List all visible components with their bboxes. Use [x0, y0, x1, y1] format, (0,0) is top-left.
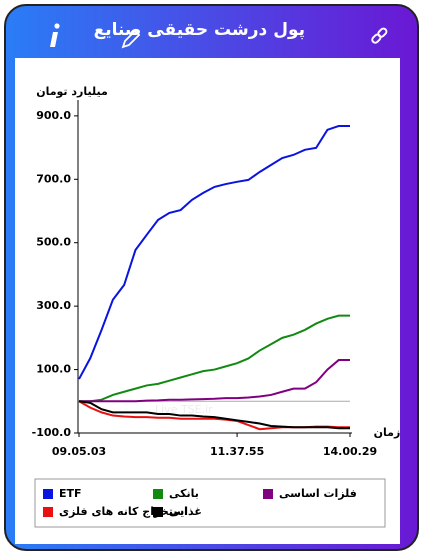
x-tick-label: 14.00.29: [323, 445, 377, 458]
edit-icon[interactable]: [121, 29, 141, 49]
series-line: [78, 125, 350, 380]
series-line: [79, 359, 350, 403]
info-icon[interactable]: [50, 23, 60, 47]
legend-swatch: [153, 507, 163, 517]
header-icons: [50, 23, 388, 49]
legend-label: غذایی: [169, 505, 202, 518]
y-tick-label: 100.0: [36, 363, 71, 376]
header: پول درشت حقیقی صنایع: [6, 6, 417, 58]
legend-swatch: [43, 489, 53, 499]
legend-label: ETF: [59, 487, 82, 500]
y-tick-label: 500.0: [36, 236, 71, 249]
legend-swatch: [263, 489, 273, 499]
chart: میلیارد تومان زمان Live TSE.ir -100.0 100…: [32, 85, 400, 528]
panel: میلیارد تومان زمان Live TSE.ir -100.0 100…: [15, 58, 400, 544]
legend-label: فلزات اساسی: [279, 487, 357, 500]
x-tick-label: 09.05.03: [52, 445, 106, 458]
series-line: [79, 314, 350, 403]
title: پول درشت حقیقی صنایع: [93, 20, 305, 40]
link-icon[interactable]: [371, 27, 388, 44]
y-tick-label: 300.0: [36, 299, 71, 312]
watermark: Live TSE.ir: [155, 403, 213, 416]
legend-label: بانکی: [169, 487, 199, 500]
legend-swatch: [153, 489, 163, 499]
x-tick-label: 11.37.55: [210, 445, 264, 458]
y-axis-label: میلیارد تومان: [36, 85, 108, 98]
legend-box: [34, 478, 386, 528]
legend-swatch: [43, 507, 53, 517]
y-tick-label: 700.0: [36, 172, 71, 185]
series-line: [78, 400, 350, 430]
x-axis-label: زمان: [374, 426, 400, 439]
y-tick-label: 900.0: [36, 109, 71, 122]
y-tick-label: -100.0: [32, 426, 72, 439]
series-line: [78, 400, 350, 431]
card: پول درشت حقیقی صنایع میلیارد تومان زمان …: [4, 4, 419, 551]
